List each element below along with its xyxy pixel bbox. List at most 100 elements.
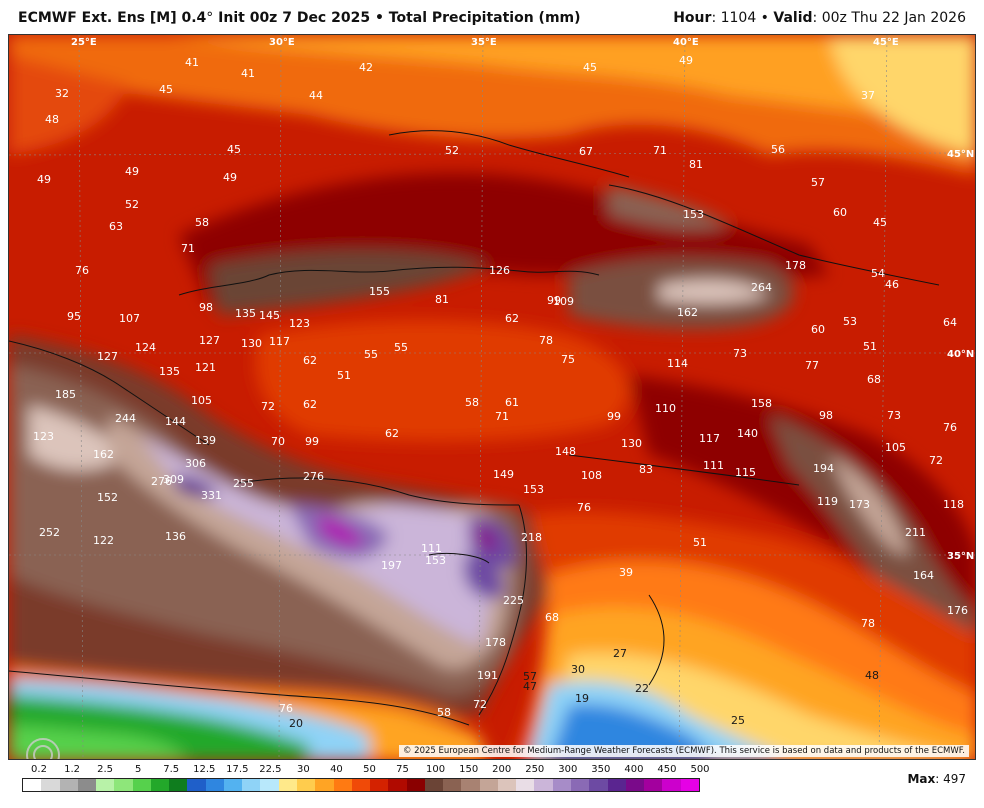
colorbar-tick-label: 350 (591, 764, 611, 775)
colorbar-swatch (278, 779, 297, 791)
precip-value: 153 (425, 554, 446, 567)
colorbar-swatch (607, 779, 626, 791)
colorbar-tick-label: 300 (558, 764, 578, 775)
colorbar-swatch (41, 779, 60, 791)
precip-value: 176 (947, 604, 968, 617)
precip-value: 178 (485, 636, 506, 649)
precip-value: 105 (191, 394, 212, 407)
precip-value: 309 (163, 473, 184, 486)
precip-value: 61 (505, 396, 519, 409)
precip-value: 194 (813, 462, 834, 475)
precip-value: 255 (233, 477, 254, 490)
colorbar-tick-label: 200 (492, 764, 512, 775)
precip-value: 83 (639, 463, 653, 476)
precip-value: 140 (737, 427, 758, 440)
precip-value: 78 (861, 617, 875, 630)
precip-value: 115 (735, 466, 756, 479)
lon-label-40e: 40°E (673, 37, 699, 48)
precip-value: 117 (699, 432, 720, 445)
colorbar-tick-label: 40 (330, 764, 343, 775)
precip-value: 98 (199, 301, 213, 314)
precip-value: 57 (811, 176, 825, 189)
precip-value: 49 (679, 54, 693, 67)
colorbar-tick-label: 400 (624, 764, 644, 775)
precip-value: 144 (165, 415, 186, 428)
precip-value: 127 (97, 350, 118, 363)
precip-value: 99 (305, 435, 319, 448)
precip-value: 62 (505, 312, 519, 325)
colorbar-tick-label: 30 (297, 764, 310, 775)
colorbar-swatch (589, 779, 608, 791)
colorbar-swatch (461, 779, 480, 791)
colorbar-tick-label: 12.5 (193, 764, 216, 775)
precip-value: 126 (489, 264, 510, 277)
precip-value: 37 (861, 89, 875, 102)
precip-value: 139 (195, 434, 216, 447)
precip-value: 136 (165, 530, 186, 543)
precip-value: 58 (465, 396, 479, 409)
precip-value: 49 (37, 173, 51, 186)
colorbar-swatch (77, 779, 97, 791)
colorbar-ticks: 0.2 1.2 2.5 5 7.5 12.5 17.5 22.5 30 40 50 75 100 150 2… (22, 764, 710, 776)
coordinate-labels: 25°E 30°E 35°E 40°E 45°E 45°N 40°N 35°N (71, 37, 974, 562)
colorbar-tick-label: 450 (657, 764, 677, 775)
precip-value: 114 (667, 357, 688, 370)
precip-value: 64 (943, 316, 957, 329)
precip-value: 48 (865, 669, 879, 682)
precip-value: 58 (195, 216, 209, 229)
precip-value: 71 (495, 410, 509, 423)
colorbar-swatch (406, 779, 425, 791)
graticule (9, 35, 975, 759)
map-canvas: 25°E 30°E 35°E 40°E 45°E 45°N 40°N 35°N … (9, 35, 975, 759)
precip-value: 19 (575, 692, 589, 705)
colorbar-tick-label: 2.5 (97, 764, 114, 775)
valid-value: : 00z Thu 22 Jan 2026 (812, 10, 966, 26)
lon-label-45e: 45°E (873, 37, 899, 48)
colorbar-swatch (96, 779, 115, 791)
precip-value: 62 (303, 398, 317, 411)
precip-value: 225 (503, 594, 524, 607)
precip-value: 148 (555, 445, 576, 458)
colorbar-swatch (59, 779, 78, 791)
precip-value: 55 (394, 341, 408, 354)
precip-value: 49 (125, 165, 139, 178)
precip-value: 109 (553, 295, 574, 308)
precip-value: 123 (289, 317, 310, 330)
precip-value: 130 (621, 437, 642, 450)
precip-value: 45 (873, 216, 887, 229)
colorbar-swatch (497, 779, 517, 791)
colorbar-swatch (388, 779, 407, 791)
colorbar-swatch (242, 779, 261, 791)
precip-value: 72 (473, 698, 487, 711)
precip-value: 30 (571, 663, 585, 676)
precip-value: 71 (181, 242, 195, 255)
precip-value: 211 (905, 526, 926, 539)
colorbar-tick-label: 17.5 (226, 764, 249, 775)
precip-value: 81 (435, 293, 449, 306)
colorbar-tick-label: 500 (690, 764, 710, 775)
precip-value: 54 (871, 267, 885, 280)
precip-value: 53 (843, 315, 857, 328)
precip-value: 45 (583, 61, 597, 74)
precip-value: 25 (731, 714, 745, 727)
colorbar-swatch (23, 779, 42, 791)
colorbar-swatch (150, 779, 170, 791)
colorbar (22, 778, 700, 792)
precip-value: 264 (751, 281, 772, 294)
colorbar-swatch (205, 779, 224, 791)
precip-value: 99 (607, 410, 621, 423)
precip-value: 162 (677, 306, 698, 319)
precip-value: 185 (55, 388, 76, 401)
precip-value: 149 (493, 468, 514, 481)
colorbar-swatch (534, 779, 553, 791)
precip-value: 44 (309, 89, 323, 102)
precip-value: 135 (235, 307, 256, 320)
precip-shading (9, 35, 975, 759)
colorbar-tick-label: 0.2 (31, 764, 47, 775)
precip-value: 68 (867, 373, 881, 386)
colorbar-swatch (680, 779, 699, 791)
colorbar-tick-label: 5 (134, 764, 142, 775)
precip-value: 191 (477, 669, 498, 682)
precip-value: 145 (259, 309, 280, 322)
precip-value: 71 (653, 144, 667, 157)
